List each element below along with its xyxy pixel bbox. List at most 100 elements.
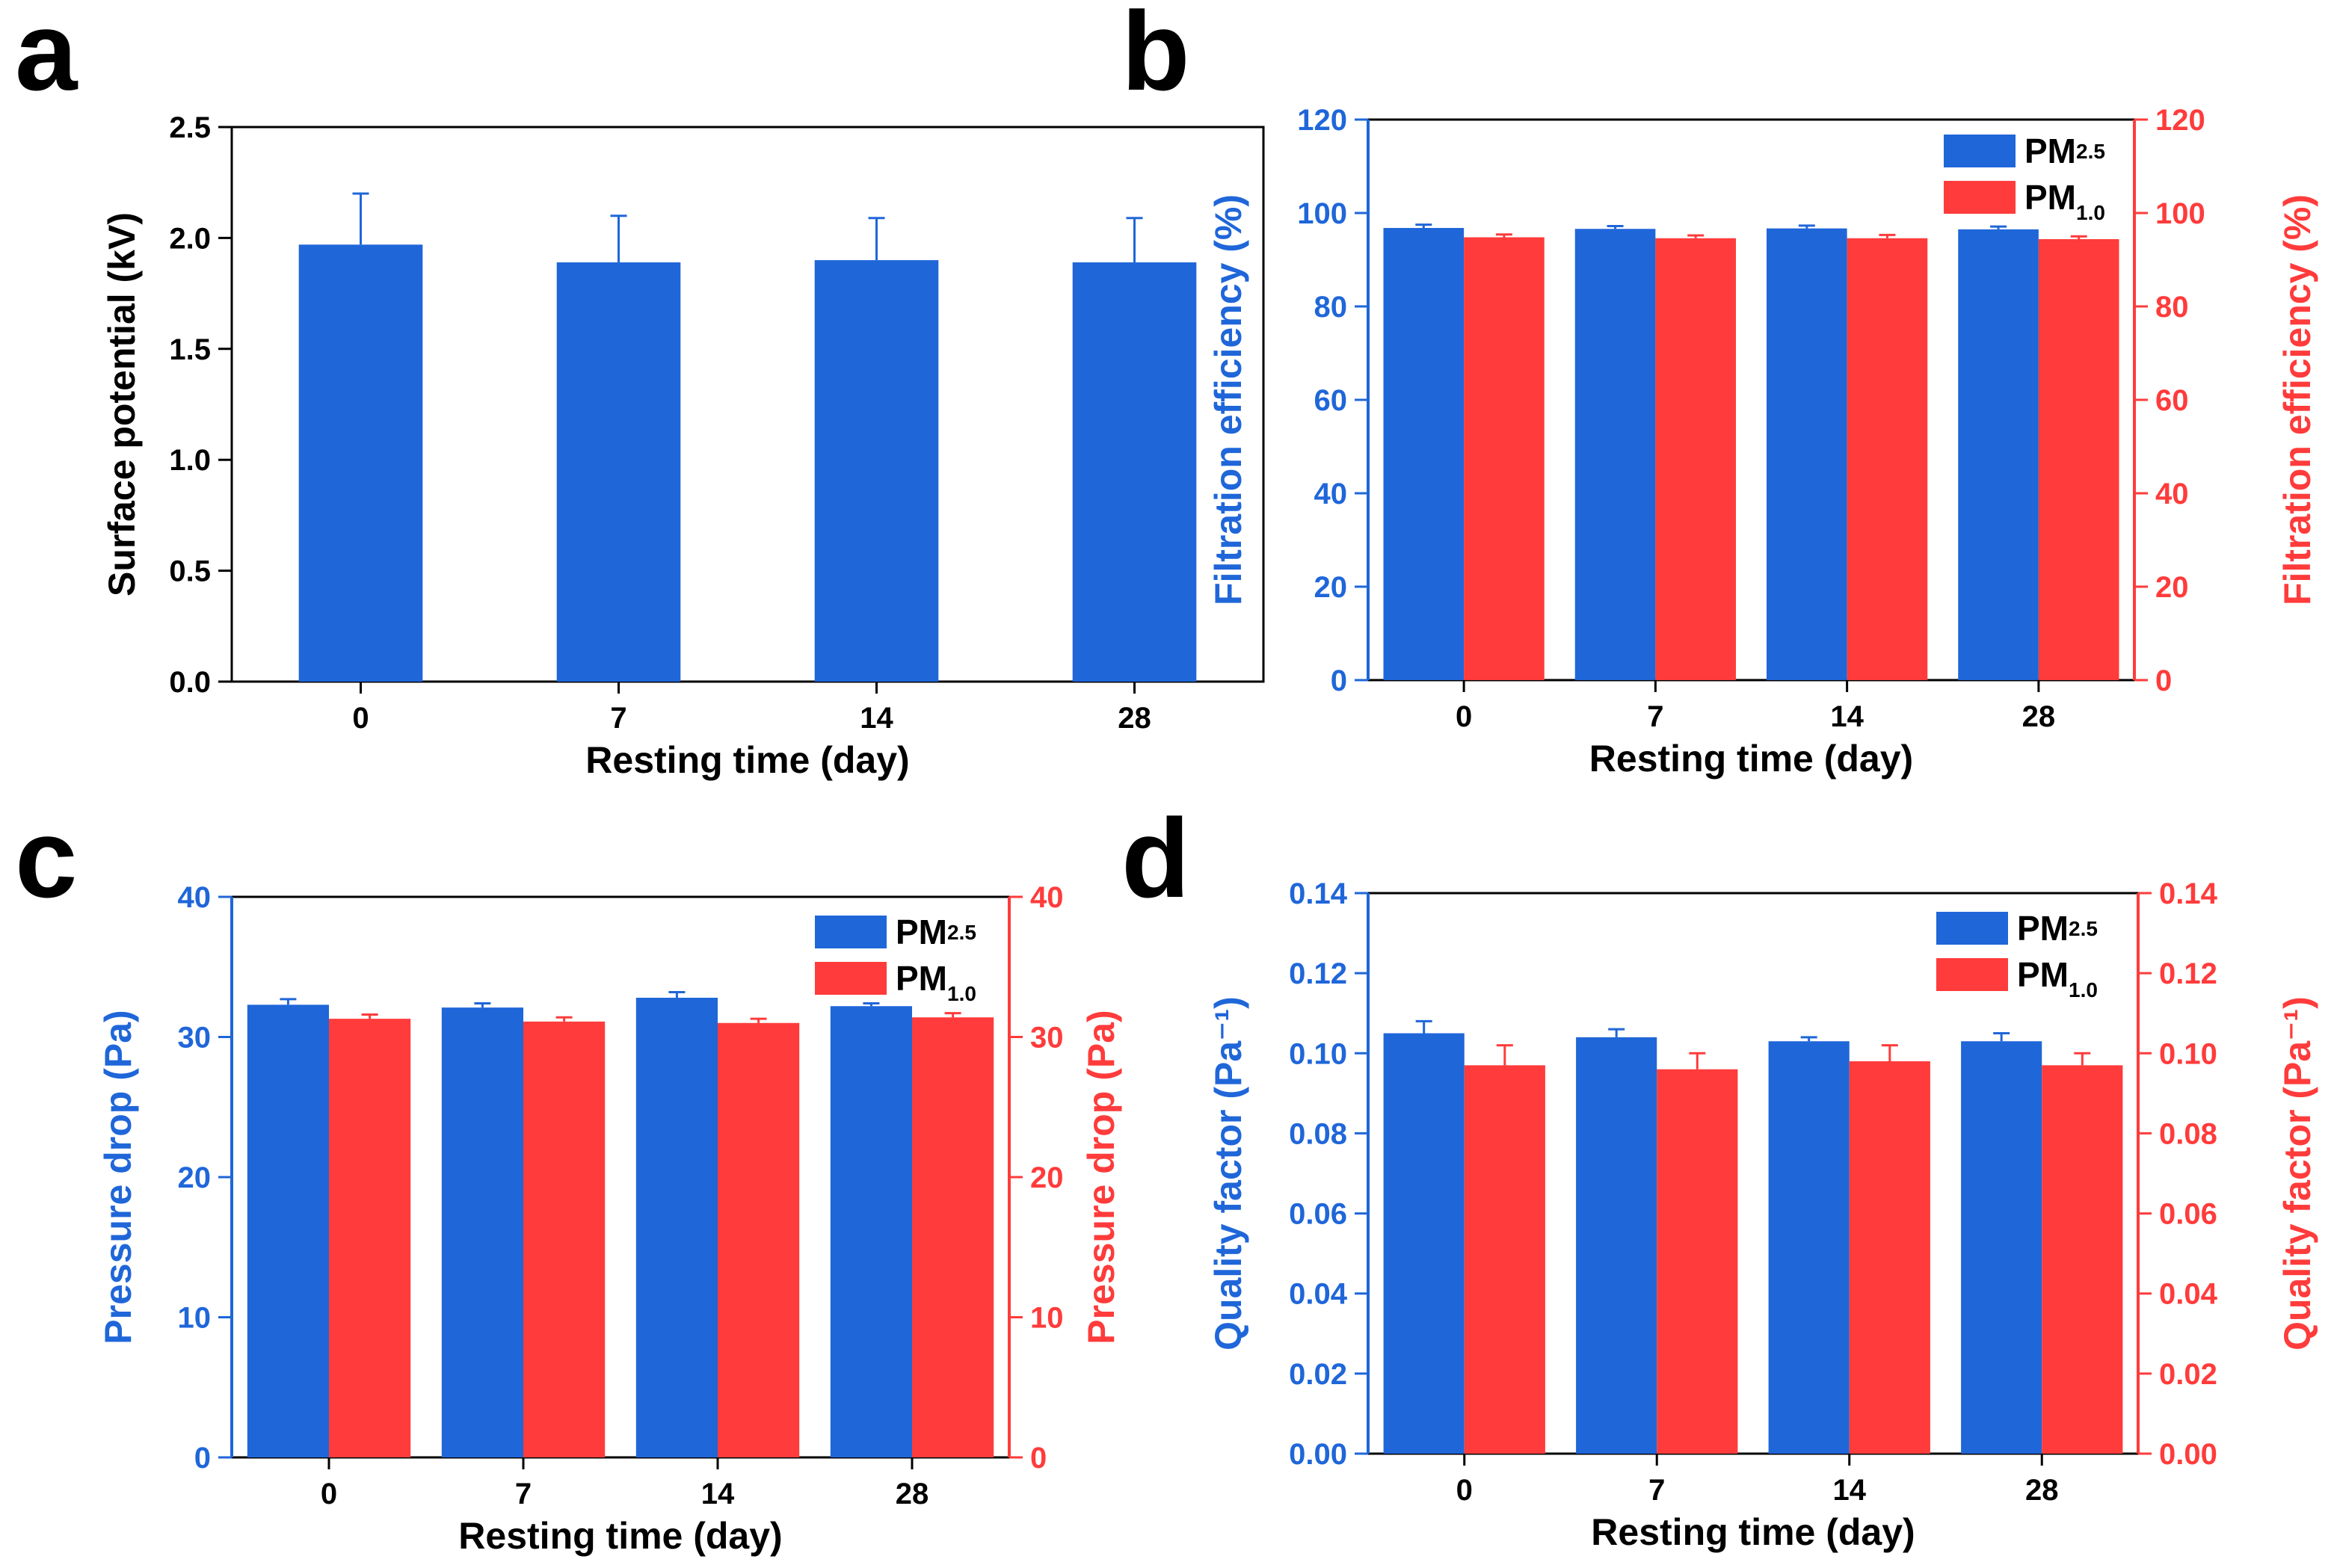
y-axis-title: Quality factor (Pa⁻¹) (1207, 996, 1249, 1351)
x-tick-label: 0 (352, 702, 369, 735)
x-tick-label: 28 (896, 1478, 929, 1510)
y-tick-label: 0.06 (1289, 1198, 1347, 1231)
bar (298, 244, 423, 682)
x-tick-label: 0 (321, 1478, 337, 1510)
panel-label: a (15, 0, 78, 114)
y-right-tick-label: 120 (2155, 104, 2205, 137)
legend-label: PM2.5 (2024, 132, 2105, 170)
y-tick-label: 0 (1331, 664, 1347, 697)
y-tick-label: 0.00 (1289, 1438, 1347, 1471)
y-right-tick-label: 0 (1030, 1442, 1047, 1475)
y-right-tick-label: 0.14 (2159, 877, 2218, 910)
y-tick-label: 0.0 (169, 666, 211, 699)
bar (1655, 238, 1736, 680)
y-tick-label: 100 (1297, 197, 1347, 230)
y-axis-title: Pressure drop (Pa) (97, 1010, 139, 1344)
bar (1574, 229, 1656, 680)
y-tick-label: 0 (194, 1442, 211, 1475)
legend-swatch (815, 916, 887, 948)
y-right-tick-label: 100 (2155, 197, 2205, 230)
y-right-tick-label: 40 (2155, 478, 2189, 510)
x-tick-label: 28 (2025, 1474, 2059, 1507)
x-axis-title: Resting time (day) (585, 739, 909, 781)
y-tick-label: 40 (178, 881, 212, 914)
legend-swatch (1936, 912, 2008, 945)
legend-swatch (1944, 135, 2016, 167)
y-right-tick-label: 0.10 (2159, 1037, 2217, 1070)
y-right-tick-label: 0.08 (2159, 1117, 2217, 1150)
y-tick-label: 30 (178, 1022, 212, 1055)
panel-c: c 0 0 10 10 20 20 30 30 40 40 0 7 14 28 Resting time (d… (15, 795, 1122, 1557)
bar (1958, 229, 2039, 680)
y-tick-label: 60 (1314, 384, 1348, 417)
panel-label: c (15, 795, 77, 921)
bar (1657, 1069, 1738, 1454)
bar (2038, 239, 2119, 680)
panel-label: d (1121, 795, 1190, 921)
legend-label: PM2.5 (2017, 909, 2098, 948)
x-axis-title: Resting time (day) (1589, 738, 1913, 780)
x-tick-label: 28 (2022, 700, 2056, 733)
plot-frame (230, 126, 1265, 683)
x-tick-label: 7 (515, 1478, 532, 1510)
y-tick-label: 2.0 (169, 222, 211, 255)
y-right-tick-label: 10 (1030, 1302, 1064, 1335)
legend-swatch (1936, 958, 2008, 991)
x-tick-label: 0 (1456, 700, 1472, 733)
y-axis-title: Surface potential (kV) (101, 212, 143, 596)
y-tick-label: 0.02 (1289, 1358, 1347, 1391)
y-tick-label: 0.04 (1289, 1278, 1348, 1311)
bar (1072, 262, 1197, 682)
y-right-tick-label: 40 (1030, 881, 1064, 914)
bar (912, 1017, 994, 1457)
legend-label: PM1.0 (2017, 955, 2098, 1001)
y-axis-title-right: Filtration efficiency (%) (2276, 194, 2318, 605)
y-right-tick-label: 20 (1030, 1161, 1064, 1194)
y-axis-title-right: Quality factor (Pa⁻¹) (2276, 996, 2318, 1351)
x-tick-label: 14 (1833, 1474, 1867, 1507)
y-tick-label: 120 (1297, 104, 1347, 137)
x-tick-label: 7 (610, 702, 626, 735)
bar (718, 1022, 800, 1457)
legend-label: PM2.5 (896, 913, 976, 951)
y-right-tick-label: 0 (2155, 664, 2172, 697)
y-right-tick-label: 0.02 (2159, 1358, 2217, 1391)
panel-d: d 0.00 0.00 0.02 0.02 0.04 0.04 0.06 0.06 0.08 0.0… (1121, 795, 2318, 1553)
y-tick-label: 40 (1314, 478, 1348, 510)
bar (247, 1004, 329, 1457)
y-tick-label: 0.08 (1289, 1117, 1347, 1150)
bar (556, 262, 681, 682)
bar (1383, 228, 1465, 680)
legend-swatch (815, 962, 887, 995)
y-tick-label: 0.5 (169, 555, 211, 588)
bar (635, 998, 718, 1457)
bar (1464, 237, 1545, 680)
y-right-tick-label: 30 (1030, 1022, 1064, 1055)
bar (1768, 1041, 1850, 1454)
x-tick-label: 14 (1830, 700, 1864, 733)
legend-label: PM1.0 (896, 959, 976, 1005)
y-right-tick-label: 0.06 (2159, 1198, 2217, 1231)
bar (329, 1019, 411, 1457)
bar (523, 1021, 606, 1457)
y-axis-title-right: Pressure drop (Pa) (1080, 1010, 1122, 1344)
y-tick-label: 0.14 (1289, 877, 1348, 910)
bar (1464, 1065, 1545, 1454)
y-tick-label: 10 (178, 1302, 212, 1335)
bar (1767, 228, 1847, 680)
y-right-tick-label: 60 (2155, 384, 2189, 417)
legend-label: PM1.0 (2024, 178, 2105, 224)
y-tick-label: 1.0 (169, 444, 211, 477)
bar (1961, 1041, 2042, 1454)
bar (1576, 1037, 1657, 1454)
y-axis-title: Filtration efficiency (%) (1207, 194, 1249, 605)
bar (441, 1007, 523, 1457)
x-axis-title: Resting time (day) (1591, 1511, 1915, 1553)
x-tick-label: 14 (701, 1478, 735, 1510)
panel-b: b 0 0 20 20 40 40 60 60 80 80 100 100 120 120 0 7 14 28 Res… (1121, 0, 2318, 780)
bar (2042, 1065, 2123, 1454)
bar (1849, 1061, 1930, 1454)
x-tick-label: 7 (1648, 1474, 1665, 1507)
x-tick-label: 28 (1118, 702, 1151, 735)
